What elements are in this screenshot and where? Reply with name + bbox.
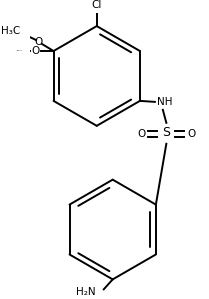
Text: H₃C: H₃C	[1, 26, 21, 36]
Text: methoxy: methoxy	[16, 50, 23, 51]
Text: S: S	[162, 126, 170, 139]
Text: O: O	[34, 37, 42, 47]
Text: O: O	[187, 129, 196, 139]
Text: O: O	[137, 129, 145, 139]
Text: Cl: Cl	[92, 0, 102, 10]
Text: NH: NH	[157, 97, 173, 107]
Text: O: O	[31, 45, 40, 56]
Text: H₂N: H₂N	[76, 287, 96, 298]
